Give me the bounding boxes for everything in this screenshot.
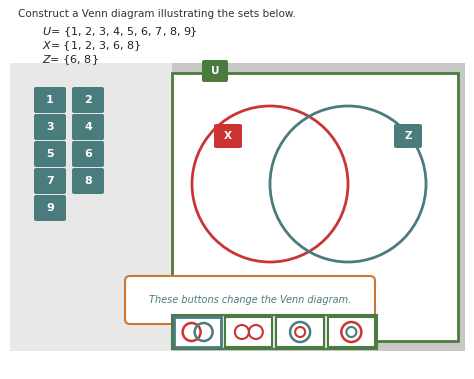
FancyBboxPatch shape [394, 124, 422, 148]
FancyBboxPatch shape [72, 87, 104, 113]
Text: 8: 8 [84, 176, 92, 186]
Text: 5: 5 [46, 149, 54, 159]
Text: 4: 4 [84, 122, 92, 132]
Text: 6: 6 [84, 149, 92, 159]
FancyBboxPatch shape [174, 317, 221, 347]
Text: 9: 9 [46, 203, 54, 213]
FancyBboxPatch shape [174, 317, 221, 347]
Text: Z: Z [404, 131, 412, 141]
FancyBboxPatch shape [34, 87, 66, 113]
Text: X: X [224, 131, 232, 141]
Text: 3: 3 [46, 122, 54, 132]
FancyBboxPatch shape [10, 63, 172, 351]
Text: 2: 2 [84, 95, 92, 105]
Text: Construct a Venn diagram illustrating the sets below.: Construct a Venn diagram illustrating th… [18, 9, 296, 19]
Text: $\mathit{Z}$= {6, 8}: $\mathit{Z}$= {6, 8} [42, 53, 99, 67]
FancyBboxPatch shape [34, 168, 66, 194]
FancyBboxPatch shape [172, 315, 377, 349]
FancyBboxPatch shape [172, 73, 458, 341]
FancyBboxPatch shape [125, 276, 375, 324]
Polygon shape [217, 319, 233, 333]
FancyBboxPatch shape [328, 317, 375, 347]
FancyBboxPatch shape [214, 124, 242, 148]
Text: 7: 7 [46, 176, 54, 186]
Text: These buttons change the Venn diagram.: These buttons change the Venn diagram. [149, 295, 351, 305]
FancyBboxPatch shape [34, 195, 66, 221]
FancyBboxPatch shape [34, 141, 66, 167]
FancyBboxPatch shape [72, 114, 104, 140]
Text: $\mathit{X}$= {1, 2, 3, 6, 8}: $\mathit{X}$= {1, 2, 3, 6, 8} [42, 39, 141, 53]
FancyBboxPatch shape [72, 168, 104, 194]
Text: U: U [211, 66, 219, 76]
FancyBboxPatch shape [202, 60, 228, 82]
FancyBboxPatch shape [276, 317, 324, 347]
FancyBboxPatch shape [34, 114, 66, 140]
FancyBboxPatch shape [72, 141, 104, 167]
FancyBboxPatch shape [225, 317, 273, 347]
Text: $\mathit{U}$= {1, 2, 3, 4, 5, 6, 7, 8, 9}: $\mathit{U}$= {1, 2, 3, 4, 5, 6, 7, 8, 9… [42, 25, 198, 39]
FancyBboxPatch shape [10, 63, 465, 351]
Text: 1: 1 [46, 95, 54, 105]
